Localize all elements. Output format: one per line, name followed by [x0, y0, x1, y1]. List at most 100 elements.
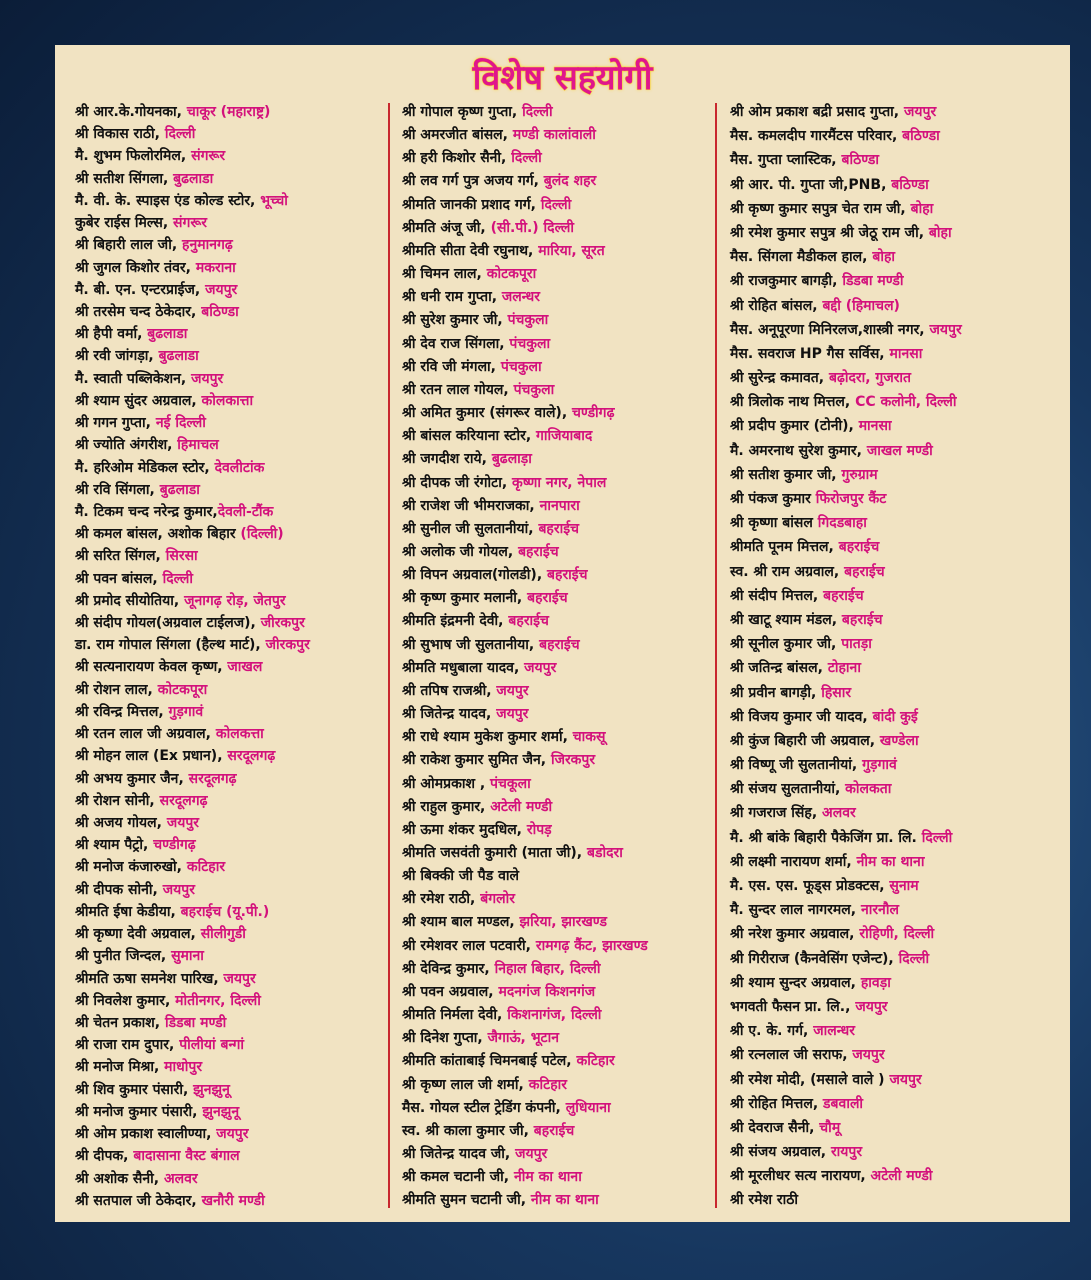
entry-place: सरदूलगढ़	[188, 770, 237, 787]
entry-place: पंचकुला	[513, 381, 555, 398]
entry-name: श्री रमेशवर लाल पटवारी,	[402, 937, 536, 954]
entry-name: श्री कमल चटानी जी,	[402, 1169, 514, 1186]
entry-place: निहाल बिहार, दिल्ली	[494, 960, 601, 977]
entry-place: मण्डी कालांवाली	[512, 127, 596, 144]
entry-name: श्री राकेश कुमार सुमित जैन,	[402, 752, 551, 769]
entry-place: बहराईच	[538, 520, 579, 537]
entry-name: श्री पवन बांसल,	[75, 570, 163, 587]
entry-name: मै. टिकम चन्द नरेन्द्र कुमार,	[75, 503, 218, 520]
entry-name: श्री पुनीत जिन्दल,	[75, 948, 172, 965]
entry-place: कोटकपूरा	[157, 681, 208, 698]
entry: श्री रतन लाल जी अग्रवाल, कोलकत्ता	[75, 725, 385, 743]
entry: श्री रोहित मित्तल, डबवाली	[730, 1095, 1065, 1113]
entry-name: श्री विजय कुमार जी यादव,	[730, 708, 873, 725]
entry-place: कटिहार	[528, 1076, 567, 1093]
entry: श्री विजय कुमार जी यादव, बांदी कुई	[730, 708, 1065, 726]
entry-place: जयपुर	[205, 281, 238, 298]
entry-name: श्री हरी किशोर सैनी,	[402, 150, 512, 167]
entry-place: नारनौल	[860, 902, 899, 919]
entry: श्री रमेश राठी	[730, 1191, 1065, 1209]
entry-place: पंचकूला	[490, 775, 531, 792]
entry-place: सुनाम	[889, 878, 919, 894]
entry-name: मैस. कमलदीप गारमैंटस परिवार,	[730, 128, 903, 145]
entry-name: श्री मनोज मिश्रा,	[75, 1059, 165, 1076]
entry: श्री जितेन्द्र यादव, जयपुर	[402, 705, 714, 723]
entry-name: श्री निवलेश कुमार,	[75, 992, 176, 1009]
entry-name: श्री विकास राठी,	[75, 126, 165, 143]
entry: श्री गगन गुप्ता, नई दिल्ली	[75, 414, 385, 432]
entry-place: चौमू	[819, 1119, 841, 1136]
entry: श्री चिमन लाल, कोटकपूरा	[402, 265, 714, 283]
entry-name: श्री रविन्द्र मित्तल,	[75, 703, 169, 720]
entry: स्व. श्री काला कुमार जी, बहराईच	[402, 1122, 714, 1140]
entry: मैस. सवराज HP गैस सर्विस, मानसा	[730, 345, 1065, 363]
entry-place: माधोपुर	[164, 1059, 203, 1076]
entry-place: बुढलाडा	[147, 326, 188, 343]
entry-place: दिल्ली	[164, 126, 196, 143]
entry-name: श्री रमेश मोदी, (मसाले वाले )	[730, 1071, 890, 1088]
entry-place: बांदी कुई	[872, 708, 918, 725]
entry-name: श्री श्याम सुंदर अग्रवाल,	[75, 392, 202, 409]
entry-name: श्री अजय गोयल,	[75, 815, 167, 831]
entry-place: कटिहार	[186, 859, 226, 876]
entry: श्री बिहारी लाल जी, हनुमानगढ़	[75, 236, 385, 254]
entry-name: मै. वी. के. स्पाइस एंड कोल्ड स्टोर,	[75, 192, 261, 209]
entry-place: लुधियाना	[565, 1099, 611, 1116]
entry: श्री बांसल करियाना स्टोर, गाजियाबाद	[402, 427, 714, 445]
entry-name: श्रीमति निर्मला देवी,	[402, 1007, 508, 1024]
entry-name: श्रीमति इंद्रमनी देवी,	[402, 613, 509, 630]
entry-place: बद्दी (हिमाचल)	[822, 297, 900, 314]
entry: श्रीमति ऊषा समनेश पारिख, जयपुर	[75, 970, 385, 988]
entry-place: जाखल	[227, 659, 263, 676]
entry-place: अलवर	[822, 805, 856, 822]
entry-name: मै. हरिओम मेडिकल स्टोर,	[75, 459, 215, 476]
entry-place: झुनझुनू	[193, 1081, 230, 1098]
entry-place: रायपुर	[830, 1144, 863, 1161]
entry-place: जयपुर	[524, 659, 557, 676]
entry: श्री तरसेम चन्द ठेकेदार, बठिण्डा	[75, 303, 385, 321]
entry-name: श्री कृष्ण कुमार मलानी,	[402, 590, 528, 607]
entry: श्रीमति सुमन चटानी जी, नीम का थाना	[402, 1191, 714, 1209]
entry-place: पातड़ा	[841, 636, 872, 653]
entry: श्रीमति अंजू जी, (सी.पी.) दिल्ली	[402, 219, 714, 237]
entry-name: श्री कुंज बिहारी जी अग्रवाल,	[730, 732, 880, 749]
entry-place: दिल्ली	[921, 829, 953, 846]
entry: श्री गिरीराज (कैनवेसिंग एजेन्ट), दिल्ली	[730, 950, 1065, 968]
entry-place: जीरकपुर	[260, 615, 305, 632]
entry-name: मै. शुभम फिलोरमिल,	[75, 148, 192, 165]
entry-name: श्री अमरजीत बांसल,	[402, 127, 513, 144]
entry-name: श्री प्रवीन बागड़ी,	[730, 684, 822, 701]
entry-place: जयपुर	[166, 815, 199, 831]
entry: श्रीमति जानकी प्रशाद गर्ग, दिल्ली	[402, 196, 714, 214]
entry-name: श्री जितेन्द्र यादव,	[402, 706, 497, 723]
entry-place: बहराईच	[547, 567, 588, 584]
entry-place: रोहिणी, दिल्ली	[859, 926, 935, 943]
entry-place: डिडबा मण्डी	[164, 1014, 227, 1031]
entry-place: बोहा	[928, 224, 952, 241]
entry: श्री अमित कुमार (संगरूर वाले), चण्डीगढ़	[402, 404, 714, 422]
entry: श्री विपन अग्रवाल(गोलडी), बहराईच	[402, 566, 714, 584]
entry: श्रीमति निर्मला देवी, किशनागंज, दिल्ली	[402, 1006, 714, 1024]
entry-place: बुढलाडा	[173, 170, 214, 187]
entry: श्री सत्यनारायण केवल कृष्ण, जाखल	[75, 658, 385, 676]
entry-place: बुलंद शहर	[543, 173, 597, 190]
entry-name: श्री सतीश कुमार जी,	[730, 466, 842, 483]
entry: मै. हरिओम मेडिकल स्टोर, देवलीटांक	[75, 459, 385, 477]
entry-name: श्री रमेश राठी,	[402, 891, 481, 908]
entry-place: जयपुर	[515, 1146, 548, 1163]
entry-name: श्री त्रिलोक नाथ मित्तल,	[730, 394, 856, 411]
entry: श्री कमल बांसल, अशोक बिहार (दिल्ली)	[75, 525, 385, 543]
entry-place: रामगढ़ कैंट, झारखण्ड	[535, 937, 648, 954]
entry-place: जालन्धर	[813, 1023, 855, 1040]
entry: श्री देव राज सिंगला, पंचकुला	[402, 335, 714, 353]
entry: श्री कृष्णा बांसल गिदडबाहा	[730, 514, 1065, 532]
entry-place: चण्डीगढ़	[153, 837, 196, 854]
entry: श्री अशोक सैनी, अलवर	[75, 1170, 385, 1188]
entry-name: श्री कृष्ण कुमार सपुत्र चेत राम जी,	[730, 200, 911, 217]
entry-place: नीम का थाना	[856, 853, 925, 870]
entry-name: श्री गिरीराज (कैनवेसिंग एजेन्ट),	[730, 950, 899, 967]
entry-place: हावड़ा	[860, 974, 891, 991]
entry: मैस. गोयल स्टील ट्रेडिंग कंपनी, लुधियाना	[402, 1099, 714, 1117]
entry-name: श्री गोपाल कृष्ण गुप्ता,	[402, 104, 523, 120]
entry-place: (सी.पी.) दिल्ली	[490, 219, 575, 236]
